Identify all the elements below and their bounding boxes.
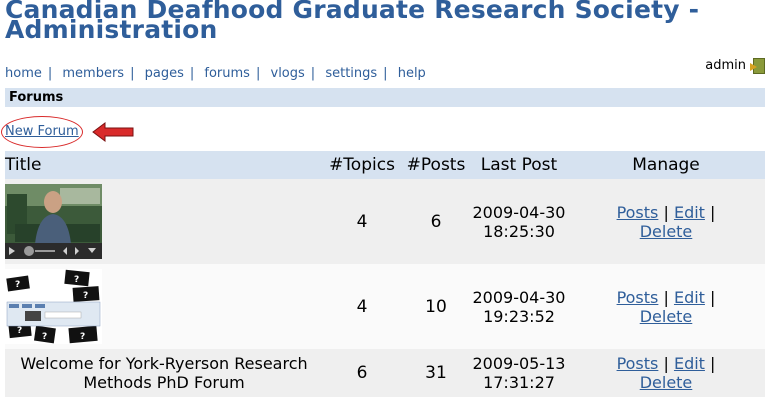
separator: | xyxy=(710,287,716,307)
svg-text:?: ? xyxy=(15,280,20,290)
last-post-time: 19:23:52 xyxy=(483,306,555,326)
posts-link[interactable]: Posts xyxy=(616,287,659,307)
separator: | xyxy=(663,202,669,222)
forum-title[interactable]: Welcome for York-Ryerson Research Method… xyxy=(5,349,323,397)
nav-separator: | xyxy=(130,66,135,81)
nav-separator: | xyxy=(47,66,53,81)
edit-link[interactable]: Edit xyxy=(673,202,705,222)
edit-link[interactable]: Edit xyxy=(673,287,705,307)
last-post-date: 2009-04-30 xyxy=(472,287,566,307)
question-cards-thumbnail[interactable]: ??? ??? xyxy=(5,269,102,344)
manage-cell: Posts | Edit | Delete xyxy=(567,179,765,264)
separator: | xyxy=(663,287,669,307)
last-post: 2009-04-30 18:25:30 xyxy=(471,179,567,264)
posts-count: 31 xyxy=(401,349,471,397)
logout-door-icon[interactable] xyxy=(750,57,765,74)
nav-separator: | xyxy=(383,66,388,81)
nav-separator: | xyxy=(255,66,261,81)
last-post: 2009-05-13 17:31:27 xyxy=(471,349,567,397)
nav-forums[interactable]: forums xyxy=(204,66,250,81)
last-post-date: 2009-05-13 xyxy=(472,354,566,373)
topics-count: 6 xyxy=(323,349,401,397)
col-manage: Manage xyxy=(567,151,765,179)
nav-home[interactable]: home xyxy=(5,66,42,81)
last-post-time: 18:25:30 xyxy=(483,221,555,241)
svg-text:?: ? xyxy=(83,291,88,301)
video-thumbnail[interactable] xyxy=(5,184,102,259)
last-post-time: 17:31:27 xyxy=(483,373,555,392)
table-row: ??? ??? 4 10 2009-04-30 19:23:52 Posts xyxy=(5,264,765,349)
svg-text:?: ? xyxy=(42,332,47,342)
section-header: Forums xyxy=(5,88,765,107)
col-title: Title xyxy=(5,151,323,179)
forum-thumbnail-cell: ??? ??? xyxy=(5,264,323,349)
nav-separator: | xyxy=(189,66,195,81)
col-topics: #Topics xyxy=(323,151,401,179)
nav-separator: | xyxy=(310,66,316,81)
svg-text:?: ? xyxy=(17,326,22,336)
nav-pages[interactable]: pages xyxy=(144,66,184,81)
edit-link[interactable]: Edit xyxy=(673,354,705,373)
delete-link[interactable]: Delete xyxy=(639,221,693,241)
posts-count: 6 xyxy=(401,179,471,264)
last-post-date: 2009-04-30 xyxy=(472,202,566,222)
annotation-circle xyxy=(1,116,83,148)
separator: | xyxy=(710,202,716,222)
table-row: 4 6 2009-04-30 18:25:30 Posts | Edit | D… xyxy=(5,179,765,264)
delete-link[interactable]: Delete xyxy=(639,373,693,392)
table-row: Welcome for York-Ryerson Research Method… xyxy=(5,349,765,397)
delete-link[interactable]: Delete xyxy=(639,306,693,326)
new-forum-link[interactable]: New Forum xyxy=(5,124,79,139)
forums-table: Title #Topics #Posts Last Post Manage xyxy=(5,151,765,397)
manage-cell: Posts | Edit | Delete xyxy=(567,349,765,397)
separator: | xyxy=(663,354,669,373)
site-title: Canadian Deafhood Graduate Research Soci… xyxy=(5,0,700,44)
posts-link[interactable]: Posts xyxy=(616,354,659,373)
forum-thumbnail-cell xyxy=(5,179,323,264)
posts-count: 10 xyxy=(401,264,471,349)
last-post: 2009-04-30 19:23:52 xyxy=(471,264,567,349)
main-nav: home | members | pages | forums | vlogs | set… xyxy=(5,66,426,81)
topics-count: 4 xyxy=(323,179,401,264)
col-last-post: Last Post xyxy=(471,151,567,179)
svg-text:?: ? xyxy=(80,332,85,342)
nav-members[interactable]: members xyxy=(62,66,125,81)
nav-help[interactable]: help xyxy=(397,66,426,81)
annotation-arrow-icon xyxy=(92,122,134,142)
user-area: admin xyxy=(705,57,765,74)
topics-count: 4 xyxy=(323,264,401,349)
col-posts: #Posts xyxy=(401,151,471,179)
username: admin xyxy=(705,57,746,73)
svg-text:?: ? xyxy=(74,275,79,285)
separator: | xyxy=(710,354,716,373)
nav-settings[interactable]: settings xyxy=(325,66,378,81)
manage-cell: Posts | Edit | Delete xyxy=(567,264,765,349)
posts-link[interactable]: Posts xyxy=(616,202,659,222)
table-header-row: Title #Topics #Posts Last Post Manage xyxy=(5,151,765,179)
nav-vlogs[interactable]: vlogs xyxy=(270,66,305,81)
